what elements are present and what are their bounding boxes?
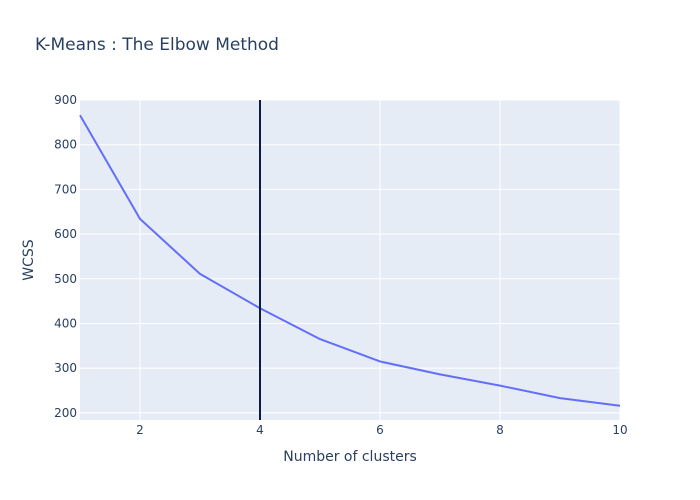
y-tick-label: 400 — [54, 316, 77, 330]
y-tick-label: 600 — [54, 227, 77, 241]
x-tick-label: 2 — [136, 423, 144, 437]
y-tick-label: 200 — [54, 406, 77, 420]
x-tick-label: 6 — [376, 423, 384, 437]
y-tick-label: 700 — [54, 182, 77, 196]
x-tick-label: 8 — [496, 423, 504, 437]
y-tick-labels: 200 300 400 500 600 700 800 900 — [54, 93, 77, 420]
wcss-line — [79, 114, 621, 407]
x-tick-label: 4 — [256, 423, 264, 437]
x-tick-label: 10 — [612, 423, 627, 437]
x-tick-labels: 2 4 6 8 10 — [136, 423, 627, 437]
y-tick-label: 500 — [54, 272, 77, 286]
chart-title: K-Means : The Elbow Method — [35, 35, 279, 55]
y-axis-title: WCSS — [21, 239, 37, 281]
y-tick-label: 900 — [54, 93, 77, 107]
y-gridlines — [80, 99, 620, 414]
series-layer — [79, 114, 621, 407]
x-axis-title: Number of clusters — [283, 449, 417, 465]
y-tick-label: 800 — [54, 138, 77, 152]
plot-area — [80, 100, 620, 420]
y-tick-label: 300 — [54, 361, 77, 375]
